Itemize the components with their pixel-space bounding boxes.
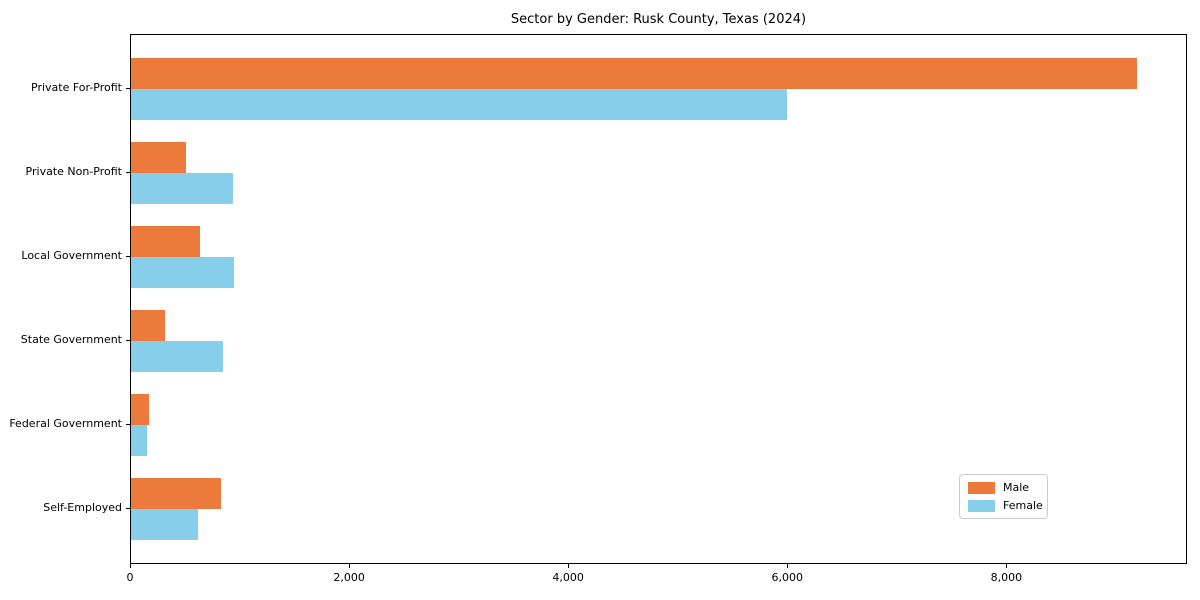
bar-female-federal-government bbox=[131, 425, 148, 456]
bar-male-private-non-profit bbox=[131, 142, 186, 173]
bar-male-self-employed bbox=[131, 478, 221, 509]
y-axis-tick bbox=[126, 424, 130, 425]
y-axis-category-label: State Government bbox=[20, 333, 122, 346]
y-axis-tick bbox=[126, 256, 130, 257]
bar-female-self-employed bbox=[131, 509, 198, 540]
bar-female-state-government bbox=[131, 341, 224, 372]
y-axis-category-label: Private Non-Profit bbox=[25, 165, 122, 178]
bar-female-local-government bbox=[131, 257, 234, 288]
plot-area bbox=[130, 34, 1187, 564]
legend: Male Female bbox=[959, 474, 1048, 519]
x-axis-tick bbox=[349, 564, 351, 568]
bar-male-state-government bbox=[131, 310, 165, 341]
y-axis-tick bbox=[126, 508, 130, 509]
y-axis-category-label: Federal Government bbox=[9, 417, 122, 430]
x-axis-tick bbox=[787, 564, 789, 568]
legend-label: Female bbox=[1003, 499, 1043, 512]
bar-male-federal-government bbox=[131, 394, 149, 425]
x-axis-tick-label: 6,000 bbox=[771, 571, 804, 584]
y-axis-tick bbox=[126, 172, 130, 173]
x-axis-tick-label: 2,000 bbox=[333, 571, 365, 584]
y-axis-category-label: Private For-Profit bbox=[31, 81, 122, 94]
y-axis-tick bbox=[126, 88, 130, 89]
legend-label: Male bbox=[1003, 481, 1030, 494]
x-axis-tick bbox=[130, 564, 131, 568]
chart-title: Sector by Gender: Rusk County, Texas (20… bbox=[510, 12, 807, 27]
legend-entry-male: Male bbox=[968, 481, 1039, 494]
bar-female-private-for-profit bbox=[131, 89, 788, 120]
male-swatch-icon bbox=[968, 481, 995, 494]
bar-male-local-government bbox=[131, 226, 200, 257]
y-axis-tick bbox=[126, 340, 130, 341]
y-axis-category-label: Local Government bbox=[21, 249, 122, 262]
x-axis-tick-label: 4,000 bbox=[552, 571, 584, 584]
x-axis-tick-label: 8,000 bbox=[990, 571, 1023, 584]
legend-entry-female: Female bbox=[968, 499, 1043, 512]
bar-female-private-non-profit bbox=[131, 173, 233, 204]
bar-male-private-for-profit bbox=[131, 58, 1137, 89]
x-axis-tick bbox=[568, 564, 570, 568]
x-axis-tick-label: 0 bbox=[126, 571, 134, 584]
y-axis-category-label: Self-Employed bbox=[43, 501, 122, 514]
x-axis-tick bbox=[1006, 564, 1008, 568]
female-swatch-icon bbox=[968, 499, 995, 512]
